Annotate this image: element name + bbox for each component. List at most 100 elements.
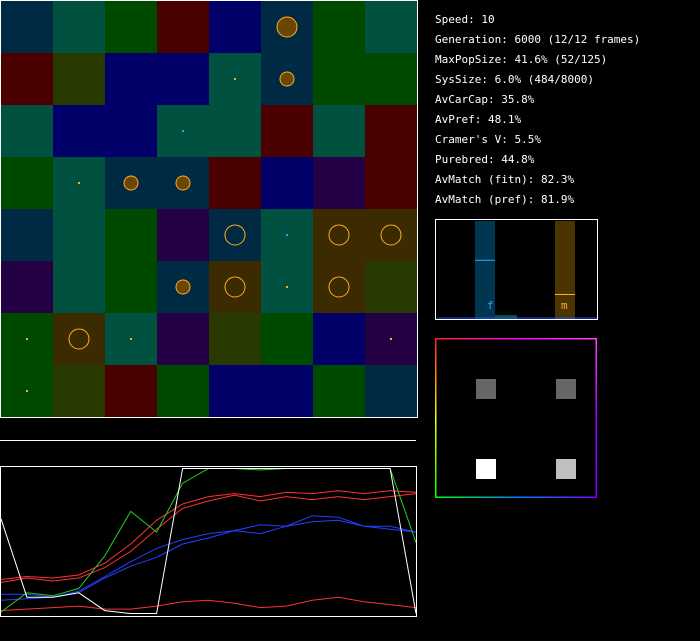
grid-cell[interactable] [157,365,209,417]
grid-cell[interactable] [313,209,365,261]
creature-marker [175,279,191,295]
creature-marker [286,234,288,236]
grid-cell[interactable] [105,261,157,313]
matrix-border-top [435,338,597,340]
graph-series-line [0,596,417,612]
graph-series-line [0,490,417,580]
histogram-panel: f m [435,219,598,320]
graph-series-line [0,493,417,583]
grid-cell[interactable] [261,365,313,417]
av-match-fitn-stat: AvMatch (fitn): 82.3% [435,173,575,186]
grid-cell[interactable] [157,313,209,365]
grid-cell[interactable] [313,261,365,313]
grid-cell[interactable] [365,1,417,53]
grid-cell[interactable] [365,209,417,261]
matrix-cell [556,379,576,399]
grid-cell[interactable] [105,105,157,157]
grid-cell[interactable] [1,261,53,313]
grid-cell[interactable] [53,105,105,157]
creature-marker [68,328,90,350]
grid-cell[interactable] [209,365,261,417]
grid-cell[interactable] [53,209,105,261]
grid-cell[interactable] [365,365,417,417]
grid-cell[interactable] [365,53,417,105]
creature-marker [390,338,392,340]
cramers-v-stat: Cramer's V: 5.5% [435,133,541,146]
av-car-cap-stat: AvCarCap: 35.8% [435,93,535,106]
creature-marker [224,276,246,298]
grid-cell[interactable] [53,313,105,365]
histogram-label-f: f [487,299,494,312]
grid-cell[interactable] [209,157,261,209]
grid-cell[interactable] [313,157,365,209]
creature-marker [286,286,288,288]
divider [0,418,416,441]
grid-cell[interactable] [209,313,261,365]
grid-cell[interactable] [209,261,261,313]
grid-cell[interactable] [261,105,313,157]
matrix-cell [556,459,576,479]
graph-series-line [1,515,417,598]
grid-cell[interactable] [365,105,417,157]
grid-cell[interactable] [1,157,53,209]
matrix-border-right [595,338,597,498]
grid-cell[interactable] [313,365,365,417]
histogram-label-m: m [561,299,568,312]
grid-cell[interactable] [209,105,261,157]
creature-marker [182,130,184,132]
world-grid[interactable] [0,0,418,418]
creature-marker [130,338,132,340]
histogram-bar-f [475,221,495,319]
grid-cell[interactable] [1,1,53,53]
grid-cell[interactable] [105,53,157,105]
creature-marker [234,78,236,80]
grid-cell[interactable] [261,157,313,209]
creature-marker [26,390,28,392]
grid-cell[interactable] [1,53,53,105]
creature-marker [78,182,80,184]
matrix-cell [476,459,496,479]
stats-panel: Speed: 10 Generation: 6000 (12/12 frames… [435,10,640,210]
grid-cell[interactable] [365,157,417,209]
grid-cell[interactable] [53,1,105,53]
grid-cell[interactable] [261,313,313,365]
grid-cell[interactable] [313,53,365,105]
grid-cell[interactable] [313,1,365,53]
creature-marker [123,175,139,191]
histogram-bar-small [495,315,517,319]
max-pop-size-stat: MaxPopSize: 41.6% (52/125) [435,53,608,66]
av-match-pref-stat: AvMatch (pref): 81.9% [435,193,575,206]
grid-cell[interactable] [1,209,53,261]
grid-cell[interactable] [53,53,105,105]
grid-cell[interactable] [313,105,365,157]
grid-cell[interactable] [1,105,53,157]
matrix-border-bottom [435,496,597,498]
match-matrix-panel [435,338,597,498]
creature-marker [276,16,298,38]
history-graph [0,466,417,617]
sys-size-stat: SysSize: 6.0% (484/8000) [435,73,594,86]
grid-cell[interactable] [313,313,365,365]
creature-marker [175,175,191,191]
grid-cell[interactable] [157,1,209,53]
grid-cell[interactable] [157,53,209,105]
matrix-border-left [435,338,437,498]
grid-cell[interactable] [53,365,105,417]
grid-cell[interactable] [209,1,261,53]
graph-series-line [0,468,417,614]
creature-marker [328,276,350,298]
speed-stat: Speed: 10 [435,13,495,26]
grid-cell[interactable] [209,209,261,261]
purebred-stat: Purebred: 44.8% [435,153,535,166]
grid-cell[interactable] [105,209,157,261]
creature-marker [224,224,246,246]
grid-cell[interactable] [365,261,417,313]
grid-cell[interactable] [105,1,157,53]
grid-cell[interactable] [157,209,209,261]
generation-stat: Generation: 6000 (12/12 frames) [435,33,641,46]
creature-marker [328,224,350,246]
av-pref-stat: AvPref: 48.1% [435,113,522,126]
creature-marker [26,338,28,340]
grid-cell[interactable] [53,261,105,313]
grid-cell[interactable] [105,365,157,417]
